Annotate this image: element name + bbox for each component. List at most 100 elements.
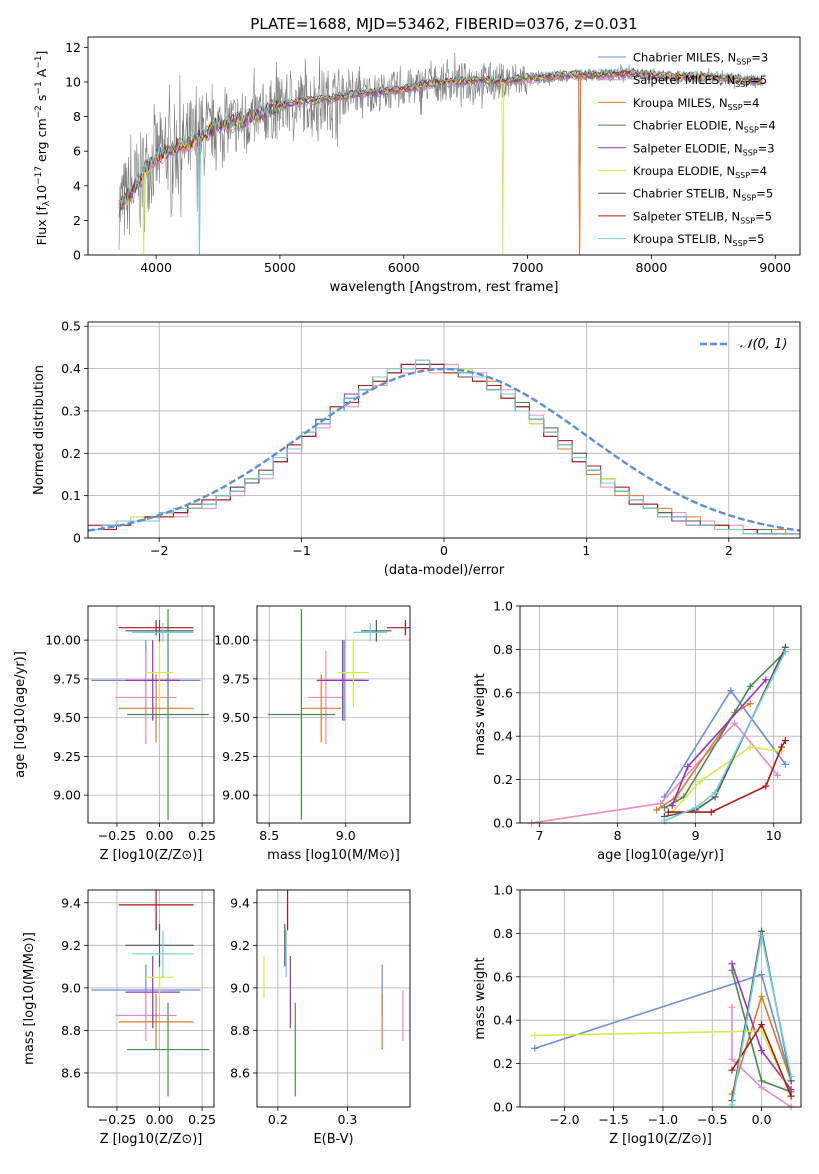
y-tick-label: 0.4 [493, 729, 513, 744]
y-axis-label: mass [log10(M/M⊙)] [22, 932, 37, 1065]
y-tick-label: 8 [73, 109, 81, 124]
y-axis-label: mass weight [473, 673, 488, 755]
y-tick-label: 9.25 [53, 749, 81, 764]
x-tick-label: 1 [582, 543, 590, 558]
y-tick-label: 9.00 [53, 788, 81, 803]
legend-label: Chabrier STELIB, NSSP=5 [633, 187, 773, 203]
weight-marker [668, 802, 676, 810]
normal-curve [87, 367, 801, 532]
legend-label-name: Kroupa STELIB, N [633, 232, 733, 246]
x-tick-label: −0.25 [98, 828, 136, 843]
legend-label-sub: SSP [735, 171, 750, 180]
x-axis-label: Z [log10(Z/Z⊙)] [100, 848, 203, 863]
y-tick-label: 0.4 [493, 1013, 513, 1028]
y-tick-label: 0.6 [493, 969, 513, 984]
y-axis-label-part: −1 [34, 56, 44, 69]
y-tick-label: 0.2 [493, 772, 513, 787]
weight-marker [758, 971, 766, 979]
legend-label-value: =5 [750, 73, 767, 87]
y-axis-label-part: Flux [f [34, 206, 49, 246]
weight-marker [727, 687, 735, 695]
legend-label: Kroupa MILES, NSSP=4 [633, 96, 759, 112]
y-tick-label: 0.8 [493, 642, 513, 657]
y-tick-label: 9.50 [53, 710, 81, 725]
y-tick-label: 8.6 [230, 1065, 250, 1080]
weight-marker [660, 804, 668, 812]
weight-marker [746, 682, 754, 690]
legend-label: Kroupa STELIB, NSSP=5 [633, 232, 764, 248]
weight-marker [664, 808, 672, 816]
legend-label-name: Kroupa MILES, N [633, 96, 728, 110]
y-tick-label: 8.8 [61, 1023, 81, 1038]
legend-label: Salpeter STELIB, NSSP=5 [633, 209, 772, 225]
legend-label-sub: SSP [744, 126, 759, 135]
axes-age_vs_Z: −0.25 0.00 0.25 9.00 9.25 9.50 9.75 10.00 [45, 606, 216, 843]
y-tick-label: 0 [73, 248, 81, 263]
axes-mass_vs_ebv: 0.2 0.3 8.6 8.8 9.0 9.2 9.4 [230, 890, 410, 1127]
y-tick-label: 2 [73, 213, 81, 228]
spectrum-model-drop [198, 138, 201, 255]
weight-marker [787, 1092, 795, 1100]
legend-label-value: =4 [750, 164, 767, 178]
weight-marker [781, 737, 789, 745]
x-axis-label: Z [log10(Z/Z⊙)] [609, 1132, 712, 1147]
x-tick-label: 8.5 [259, 828, 279, 843]
legend-label-sub: SSP [735, 80, 750, 89]
weight-marker [758, 992, 766, 1000]
y-tick-label: 9.75 [222, 671, 250, 686]
x-tick-label: −1.0 [648, 1112, 678, 1127]
x-tick-label: −2 [150, 543, 168, 558]
legend-label-sub: SSP [733, 239, 748, 248]
y-tick-label: 10.00 [45, 633, 81, 648]
weight-marker [728, 1066, 736, 1074]
weight-marker [758, 1083, 766, 1091]
y-tick-label: 0.1 [61, 488, 81, 503]
x-tick-label: 0.2 [268, 1112, 288, 1127]
mass_vs_ebv-frame [256, 889, 411, 1108]
histogram-salpeter-stelib [88, 363, 800, 535]
y-tick-label: 1.0 [493, 883, 513, 898]
y-axis-label-part: −17 [34, 166, 44, 185]
y-tick-label: 1.0 [493, 599, 513, 614]
weight-marker [728, 1055, 736, 1063]
legend-label: Salpeter ELODIE, NSSP=3 [633, 141, 775, 157]
weight-marker [728, 960, 736, 968]
weight-marker [696, 778, 704, 786]
legend-label-value: =4 [743, 96, 760, 110]
y-tick-label: 0.2 [493, 1056, 513, 1071]
x-tick-label: 9000 [759, 260, 791, 275]
y-tick-label: 8.6 [61, 1065, 81, 1080]
legend-label: 𝒩(0, 1) [740, 337, 787, 352]
y-tick-label: 9.75 [53, 671, 81, 686]
y-axis-label-part: ] [34, 51, 49, 56]
x-tick-label: 8 [614, 828, 622, 843]
legend-label-sub: SSP [728, 103, 743, 112]
weight-marker [787, 1073, 795, 1081]
y-axis-label-part: −2 [34, 105, 44, 118]
y-axis-label: age [log10(age/yr)] [13, 651, 28, 778]
legend-label-sub: SSP [736, 58, 751, 67]
weight-marker [692, 804, 700, 812]
y-tick-label: 8.8 [230, 1023, 250, 1038]
weight-marker [746, 743, 754, 751]
legend-label-name: Salpeter ELODIE, N [633, 141, 743, 155]
y-tick-label: 9.50 [222, 710, 250, 725]
x-tick-label: 10 [766, 828, 782, 843]
x-tick-label: 0.25 [188, 1112, 216, 1127]
weight-marker [531, 1044, 539, 1052]
x-tick-label: 0.00 [146, 1112, 174, 1127]
weight-marker [653, 806, 661, 814]
age_vs_mass-frame [256, 605, 411, 824]
legend-label: Kroupa ELODIE, NSSP=4 [633, 164, 767, 180]
x-tick-label: 0.0 [752, 1112, 772, 1127]
weight-line-kroupa-elodie [671, 746, 782, 813]
legend-label-value: =3 [751, 51, 768, 65]
axes-age_vs_mass: 8.5 9.0 9.00 9.25 9.50 9.75 10.00 [214, 606, 410, 843]
weight-marker [758, 1077, 766, 1085]
weight-line-kroupa-miles [656, 702, 751, 811]
legend-label-value: =5 [755, 209, 772, 223]
x-tick-label: 0 [440, 543, 448, 558]
y-tick-label: 0.0 [493, 1100, 513, 1115]
y-axis-label: mass weight [473, 957, 488, 1039]
